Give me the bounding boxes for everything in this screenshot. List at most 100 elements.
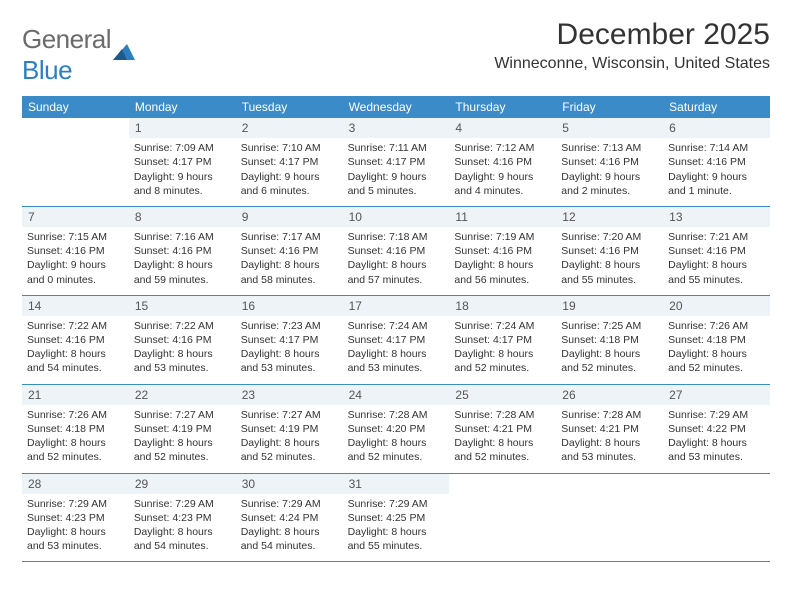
day-info: Sunrise: 7:11 AMSunset: 4:17 PMDaylight:…: [348, 141, 445, 198]
brand-part2: Blue: [22, 55, 72, 85]
header: General Blue December 2025 Winneconne, W…: [22, 18, 770, 86]
brand-logo: General Blue: [22, 18, 135, 86]
daylight-text: Daylight: 8 hours and 55 minutes.: [561, 258, 658, 286]
day-info: Sunrise: 7:29 AMSunset: 4:25 PMDaylight:…: [348, 497, 445, 554]
day-header-row: Sunday Monday Tuesday Wednesday Thursday…: [22, 96, 770, 118]
day-number: 18: [449, 296, 556, 316]
sunrise-text: Sunrise: 7:28 AM: [454, 408, 551, 422]
day-info: Sunrise: 7:14 AMSunset: 4:16 PMDaylight:…: [668, 141, 765, 198]
sunset-text: Sunset: 4:17 PM: [348, 155, 445, 169]
day-number: 24: [343, 385, 450, 405]
day-cell: 23Sunrise: 7:27 AMSunset: 4:19 PMDayligh…: [236, 385, 343, 473]
day-cell: 6Sunrise: 7:14 AMSunset: 4:16 PMDaylight…: [663, 118, 770, 206]
sunset-text: Sunset: 4:17 PM: [241, 333, 338, 347]
daylight-text: Daylight: 8 hours and 53 minutes.: [27, 525, 124, 553]
daylight-text: Daylight: 8 hours and 53 minutes.: [134, 347, 231, 375]
sunrise-text: Sunrise: 7:28 AM: [348, 408, 445, 422]
day-number: 21: [22, 385, 129, 405]
day-cell: 24 Sunrise: 7:28 AMSunset: 4:20 PMDayligh…: [343, 385, 450, 473]
week-row: 21Sunrise: 7:26 AMSunset: 4:18 PMDayligh…: [22, 385, 770, 474]
sunrise-text: Sunrise: 7:26 AM: [668, 319, 765, 333]
sunrise-text: Sunrise: 7:10 AM: [241, 141, 338, 155]
day-cell: 26Sunrise: 7:28 AMSunset: 4:21 PMDayligh…: [556, 385, 663, 473]
daylight-text: Daylight: 9 hours and 4 minutes.: [454, 170, 551, 198]
daylight-text: Daylight: 8 hours and 52 minutes.: [241, 436, 338, 464]
day-cell: 7 Sunrise: 7:15 AMSunset: 4:16 PMDaylight…: [22, 207, 129, 295]
sunrise-text: Sunrise: 7:26 AM: [27, 408, 124, 422]
daylight-text: Daylight: 8 hours and 59 minutes.: [134, 258, 231, 286]
sunrise-text: Sunrise: 7:15 AM: [27, 230, 124, 244]
sunrise-text: Sunrise: 7:29 AM: [348, 497, 445, 511]
brand-text: General Blue: [22, 24, 111, 86]
sunrise-text: Sunrise: 7:17 AM: [241, 230, 338, 244]
day-info: Sunrise: 7:29 AMSunset: 4:23 PMDaylight:…: [134, 497, 231, 554]
day-number: 17: [343, 296, 450, 316]
day-cell: 29Sunrise: 7:29 AMSunset: 4:23 PMDayligh…: [129, 474, 236, 562]
day-number: 7: [22, 207, 129, 227]
day-number: 5: [556, 118, 663, 138]
sunset-text: Sunset: 4:17 PM: [134, 155, 231, 169]
brand-part1: General: [22, 24, 111, 54]
sunrise-text: Sunrise: 7:29 AM: [27, 497, 124, 511]
sunset-text: Sunset: 4:18 PM: [27, 422, 124, 436]
day-number: 12: [556, 207, 663, 227]
sunset-text: Sunset: 4:17 PM: [454, 333, 551, 347]
daylight-text: Daylight: 9 hours and 2 minutes.: [561, 170, 658, 198]
day-cell: 11Sunrise: 7:19 AMSunset: 4:16 PMDayligh…: [449, 207, 556, 295]
day-info: Sunrise: 7:28 AMSunset: 4:21 PMDaylight:…: [454, 408, 551, 465]
day-number: 27: [663, 385, 770, 405]
day-number: 23: [236, 385, 343, 405]
sunset-text: Sunset: 4:19 PM: [134, 422, 231, 436]
sunrise-text: Sunrise: 7:27 AM: [134, 408, 231, 422]
day-info: Sunrise: 7:24 AMSunset: 4:17 PMDaylight:…: [348, 319, 445, 376]
sunset-text: Sunset: 4:17 PM: [348, 333, 445, 347]
day-info: Sunrise: 7:15 AMSunset: 4:16 PMDaylight:…: [27, 230, 124, 287]
day-info: Sunrise: 7:09 AMSunset: 4:17 PMDaylight:…: [134, 141, 231, 198]
day-cell: [22, 118, 129, 206]
calendar: Sunday Monday Tuesday Wednesday Thursday…: [22, 96, 770, 562]
daylight-text: Daylight: 8 hours and 54 minutes.: [134, 525, 231, 553]
sunrise-text: Sunrise: 7:22 AM: [27, 319, 124, 333]
sunset-text: Sunset: 4:21 PM: [454, 422, 551, 436]
day-number: 30: [236, 474, 343, 494]
sunrise-text: Sunrise: 7:27 AM: [241, 408, 338, 422]
daylight-text: Daylight: 8 hours and 53 minutes.: [348, 347, 445, 375]
daylight-text: Daylight: 8 hours and 52 minutes.: [27, 436, 124, 464]
day-number: 26: [556, 385, 663, 405]
day-cell: [663, 474, 770, 562]
day-info: Sunrise: 7:28 AMSunset: 4:20 PMDaylight:…: [348, 408, 445, 465]
sunrise-text: Sunrise: 7:13 AM: [561, 141, 658, 155]
daylight-text: Daylight: 8 hours and 55 minutes.: [668, 258, 765, 286]
sunset-text: Sunset: 4:18 PM: [668, 333, 765, 347]
daylight-text: Daylight: 9 hours and 1 minute.: [668, 170, 765, 198]
day-number: 19: [556, 296, 663, 316]
day-info: Sunrise: 7:20 AMSunset: 4:16 PMDaylight:…: [561, 230, 658, 287]
day-cell: 5Sunrise: 7:13 AMSunset: 4:16 PMDaylight…: [556, 118, 663, 206]
day-cell: 8Sunrise: 7:16 AMSunset: 4:16 PMDaylight…: [129, 207, 236, 295]
daylight-text: Daylight: 8 hours and 52 minutes.: [134, 436, 231, 464]
day-header-fri: Friday: [556, 96, 663, 118]
sunrise-text: Sunrise: 7:21 AM: [668, 230, 765, 244]
day-number: 8: [129, 207, 236, 227]
day-info: Sunrise: 7:19 AMSunset: 4:16 PMDaylight:…: [454, 230, 551, 287]
day-header-mon: Monday: [129, 96, 236, 118]
sunrise-text: Sunrise: 7:29 AM: [134, 497, 231, 511]
daylight-text: Daylight: 8 hours and 56 minutes.: [454, 258, 551, 286]
daylight-text: Daylight: 8 hours and 52 minutes.: [668, 347, 765, 375]
sunrise-text: Sunrise: 7:09 AM: [134, 141, 231, 155]
day-info: Sunrise: 7:17 AMSunset: 4:16 PMDaylight:…: [241, 230, 338, 287]
title-block: December 2025 Winneconne, Wisconsin, Uni…: [494, 18, 770, 73]
day-info: Sunrise: 7:29 AMSunset: 4:24 PMDaylight:…: [241, 497, 338, 554]
daylight-text: Daylight: 8 hours and 58 minutes.: [241, 258, 338, 286]
sunset-text: Sunset: 4:16 PM: [454, 244, 551, 258]
daylight-text: Daylight: 8 hours and 53 minutes.: [668, 436, 765, 464]
day-info: Sunrise: 7:10 AMSunset: 4:17 PMDaylight:…: [241, 141, 338, 198]
day-info: Sunrise: 7:12 AMSunset: 4:16 PMDaylight:…: [454, 141, 551, 198]
sunset-text: Sunset: 4:16 PM: [134, 333, 231, 347]
daylight-text: Daylight: 8 hours and 54 minutes.: [241, 525, 338, 553]
day-cell: 15Sunrise: 7:22 AMSunset: 4:16 PMDayligh…: [129, 296, 236, 384]
sunset-text: Sunset: 4:16 PM: [241, 244, 338, 258]
day-number: 16: [236, 296, 343, 316]
sunrise-text: Sunrise: 7:14 AM: [668, 141, 765, 155]
sunrise-text: Sunrise: 7:11 AM: [348, 141, 445, 155]
